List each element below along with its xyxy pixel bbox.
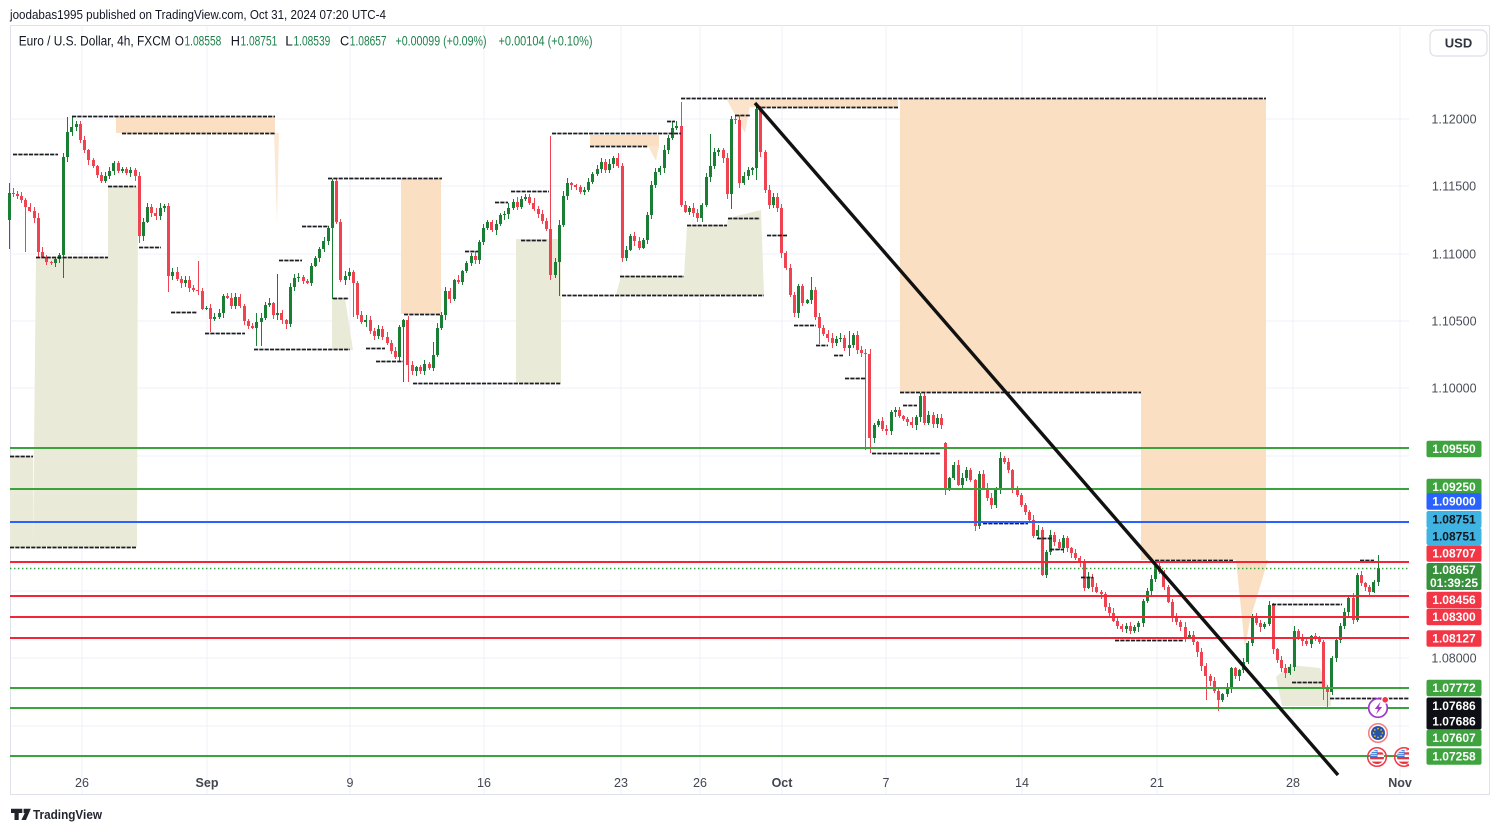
svg-text:1.07258: 1.07258 xyxy=(1432,750,1476,764)
svg-text:H: H xyxy=(231,34,240,49)
svg-text:16: 16 xyxy=(477,776,491,790)
svg-text:1.07686: 1.07686 xyxy=(1432,715,1476,729)
svg-text:1.08300: 1.08300 xyxy=(1432,610,1476,624)
svg-text:1.11000: 1.11000 xyxy=(1432,248,1476,262)
svg-text:1.10000: 1.10000 xyxy=(1431,382,1476,396)
svg-text:C: C xyxy=(340,34,349,49)
svg-text:1.08751: 1.08751 xyxy=(1432,513,1476,527)
svg-text:L: L xyxy=(285,34,293,49)
svg-text:1.08539: 1.08539 xyxy=(294,34,331,49)
svg-text:1.08657: 1.08657 xyxy=(1432,563,1476,577)
svg-text:USD: USD xyxy=(1445,36,1472,51)
svg-text:TradingView: TradingView xyxy=(33,807,102,822)
svg-text:O: O xyxy=(175,34,184,49)
svg-text:1.09550: 1.09550 xyxy=(1432,442,1476,456)
svg-text:+0.00104 (+0.10%): +0.00104 (+0.10%) xyxy=(499,34,593,49)
svg-text:1.08000: 1.08000 xyxy=(1431,652,1476,666)
svg-text:26: 26 xyxy=(693,776,707,790)
svg-text:1.08751: 1.08751 xyxy=(241,34,278,49)
svg-text:1.08127: 1.08127 xyxy=(1432,632,1476,646)
svg-text:9: 9 xyxy=(347,776,354,790)
svg-text:joodabas1995 published on Trad: joodabas1995 published on TradingView.co… xyxy=(9,7,386,22)
svg-text:7: 7 xyxy=(883,776,890,790)
svg-text:Oct: Oct xyxy=(772,776,794,790)
svg-text:1.08751: 1.08751 xyxy=(1432,530,1476,544)
svg-text:1.10500: 1.10500 xyxy=(1431,315,1476,329)
svg-text:+0.00099 (+0.09%): +0.00099 (+0.09%) xyxy=(396,34,487,49)
svg-text:28: 28 xyxy=(1286,776,1300,790)
svg-text:26: 26 xyxy=(75,776,89,790)
svg-text:Sep: Sep xyxy=(196,776,219,790)
svg-text:1.08707: 1.08707 xyxy=(1432,547,1476,561)
svg-text:1.07772: 1.07772 xyxy=(1432,681,1476,695)
svg-text:1.08558: 1.08558 xyxy=(185,34,222,49)
svg-text:1.07686: 1.07686 xyxy=(1432,699,1476,713)
svg-text:1.11500: 1.11500 xyxy=(1432,180,1476,194)
svg-text:1.09000: 1.09000 xyxy=(1432,495,1476,509)
svg-text:1.09250: 1.09250 xyxy=(1432,480,1476,494)
svg-text:1.08456: 1.08456 xyxy=(1432,593,1476,607)
svg-text:1.07607: 1.07607 xyxy=(1432,731,1476,745)
svg-text:23: 23 xyxy=(614,776,628,790)
svg-text:21: 21 xyxy=(1150,776,1164,790)
svg-text:01:39:25: 01:39:25 xyxy=(1430,576,1478,590)
svg-text:14: 14 xyxy=(1015,776,1029,790)
svg-text:Nov: Nov xyxy=(1388,776,1412,790)
svg-text:1.08657: 1.08657 xyxy=(350,34,387,49)
svg-text:Euro / U.S. Dollar, 4h, FXCM: Euro / U.S. Dollar, 4h, FXCM xyxy=(19,34,171,49)
svg-text:1.12000: 1.12000 xyxy=(1431,113,1476,127)
